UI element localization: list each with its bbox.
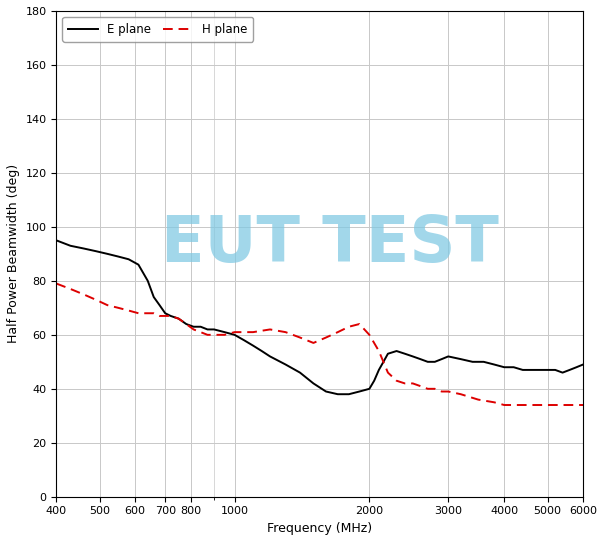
H plane <box>579 402 586 408</box>
H plane <box>221 332 228 338</box>
H plane <box>282 329 289 335</box>
Line: H plane: H plane <box>56 283 583 405</box>
X-axis label: Frequency (MHz): Frequency (MHz) <box>267 522 372 535</box>
H plane <box>323 334 330 341</box>
H plane <box>366 332 373 338</box>
H plane <box>375 348 382 354</box>
H plane <box>524 402 531 408</box>
E plane <box>579 362 586 368</box>
H plane <box>67 286 74 292</box>
H plane <box>266 326 274 333</box>
E plane <box>53 237 60 243</box>
H plane <box>544 402 551 408</box>
E plane <box>334 391 341 397</box>
E plane <box>401 351 408 357</box>
H plane <box>210 332 217 338</box>
H plane <box>310 340 317 346</box>
H plane <box>144 310 152 317</box>
H plane <box>197 329 204 335</box>
H plane <box>356 321 363 327</box>
H plane <box>445 388 452 395</box>
H plane <box>53 280 60 287</box>
H plane <box>345 324 353 330</box>
H plane <box>150 310 158 317</box>
H plane <box>424 385 431 392</box>
H plane <box>125 307 132 314</box>
H plane <box>231 329 238 335</box>
H plane <box>562 402 570 408</box>
H plane <box>393 377 400 384</box>
E plane <box>204 326 211 333</box>
H plane <box>156 313 163 319</box>
H plane <box>490 399 498 405</box>
Text: EUT TEST: EUT TEST <box>161 213 499 275</box>
H plane <box>334 329 341 335</box>
Y-axis label: Half Power Beamwidth (deg): Half Power Beamwidth (deg) <box>7 164 20 344</box>
H plane <box>167 313 175 319</box>
H plane <box>409 380 416 386</box>
H plane <box>115 305 122 311</box>
H plane <box>501 402 508 408</box>
E plane <box>221 329 228 335</box>
H plane <box>104 302 111 308</box>
H plane <box>475 396 482 403</box>
H plane <box>175 315 182 322</box>
H plane <box>190 326 197 333</box>
E plane <box>231 332 238 338</box>
H plane <box>457 391 464 397</box>
H plane <box>135 310 142 317</box>
H plane <box>161 313 169 319</box>
H plane <box>401 380 408 386</box>
H plane <box>80 291 87 298</box>
H plane <box>240 329 248 335</box>
H plane <box>249 329 257 335</box>
Legend: E plane, H plane: E plane, H plane <box>62 17 253 42</box>
H plane <box>417 383 424 389</box>
H plane <box>92 296 100 303</box>
E plane <box>156 302 163 308</box>
H plane <box>384 369 391 376</box>
E plane <box>190 324 197 330</box>
H plane <box>431 385 439 392</box>
H plane <box>204 332 211 338</box>
H plane <box>297 334 304 341</box>
H plane <box>182 321 190 327</box>
H plane <box>438 388 445 395</box>
Line: E plane: E plane <box>56 240 583 394</box>
